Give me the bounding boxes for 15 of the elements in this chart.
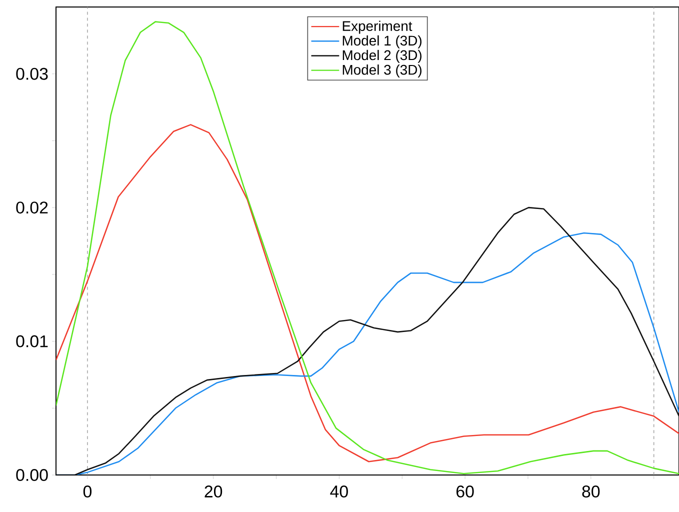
legend-label: Model 3 (3D) <box>342 64 422 78</box>
y-tick-label: 0.01 <box>16 335 48 348</box>
x-tick-label: 80 <box>582 485 600 498</box>
x-tick-label: 20 <box>204 485 222 498</box>
y-tick-label: 0.02 <box>16 202 48 214</box>
y-tick-label: 0.03 <box>16 68 48 80</box>
legend-label: Experiment <box>342 20 412 34</box>
legend-label: Model 2 (3D) <box>342 50 422 63</box>
line-series <box>56 21 679 474</box>
x-tick-label: 0 <box>83 485 92 498</box>
x-tick-label: 60 <box>456 485 474 498</box>
legend-label: Model 1 (3D) <box>342 35 422 48</box>
y-tick-label: 0.00 <box>16 469 48 481</box>
line-series <box>56 124 679 462</box>
x-tick-label: 40 <box>330 485 348 498</box>
